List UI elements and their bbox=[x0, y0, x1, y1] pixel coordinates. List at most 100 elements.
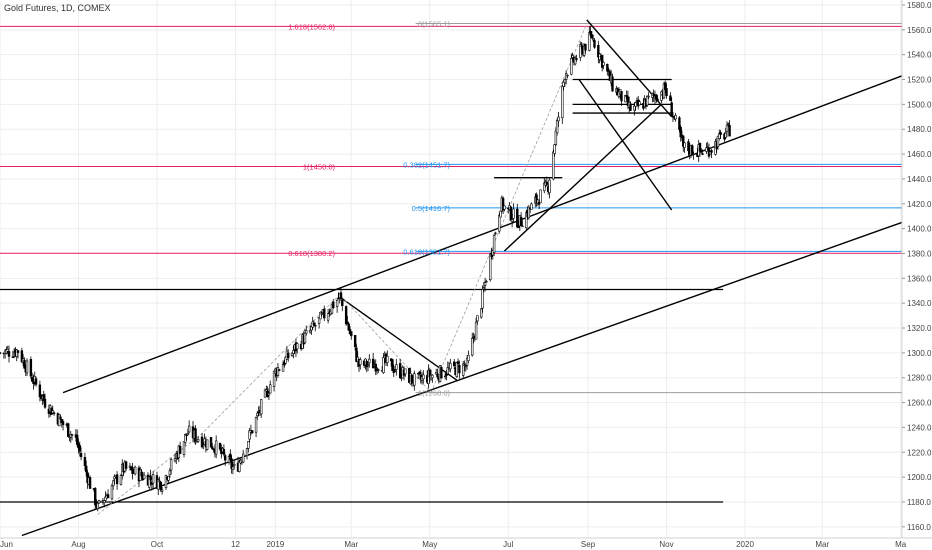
price-tick-label: 1240.0 bbox=[907, 423, 932, 432]
candle-body bbox=[257, 411, 260, 414]
candle-body bbox=[167, 476, 170, 481]
candle-body bbox=[499, 210, 502, 218]
candle-body bbox=[276, 367, 280, 376]
fib-labels: 1.618(1562.8) 0(1565.1) 1(1450.0) 0.382(145… bbox=[288, 19, 450, 397]
candle-body bbox=[629, 103, 632, 111]
candle-body bbox=[140, 471, 143, 477]
time-tick-label: Mar bbox=[344, 540, 358, 549]
candle-body bbox=[482, 287, 486, 290]
price-tick-label: 1520.0 bbox=[907, 76, 932, 85]
candle-body bbox=[678, 117, 681, 130]
candle-body bbox=[194, 428, 197, 442]
candle-body bbox=[97, 500, 101, 504]
candle-body bbox=[512, 208, 515, 219]
candle-body bbox=[61, 421, 65, 425]
time-tick-label: Oct bbox=[151, 540, 164, 549]
candle-body bbox=[474, 321, 478, 340]
candle-body bbox=[521, 225, 524, 228]
candle-body bbox=[57, 414, 61, 427]
trendlines bbox=[21, 19, 903, 537]
candle-body bbox=[584, 44, 587, 51]
candle-body bbox=[634, 102, 637, 107]
candle-body bbox=[464, 365, 467, 368]
candle-body bbox=[200, 436, 204, 448]
candle-body bbox=[353, 335, 357, 347]
candle-body bbox=[431, 374, 434, 378]
candle-body bbox=[413, 373, 416, 386]
candle-body bbox=[485, 280, 488, 283]
candle-body bbox=[371, 358, 375, 369]
candle-body bbox=[589, 30, 592, 36]
price-tick-label: 1160.0 bbox=[907, 523, 931, 532]
candle-body bbox=[655, 94, 658, 100]
candle-body bbox=[530, 203, 533, 210]
candle-body bbox=[593, 39, 596, 48]
candle-body bbox=[463, 364, 466, 366]
price-tick-label: 1500.0 bbox=[907, 100, 932, 109]
candle-body bbox=[458, 365, 461, 374]
candle-body bbox=[444, 375, 447, 378]
candle-body bbox=[398, 363, 402, 379]
candle-body bbox=[119, 475, 123, 485]
price-tick-label: 1400.0 bbox=[907, 225, 932, 234]
price-tick-label: 1440.0 bbox=[907, 175, 932, 184]
candle-body bbox=[501, 197, 505, 211]
candle-body bbox=[716, 136, 720, 148]
candle-body bbox=[656, 98, 659, 102]
candle-body bbox=[418, 371, 421, 375]
fib-level-label: 0.618(1381.7) bbox=[403, 247, 450, 256]
candle-body bbox=[303, 332, 307, 344]
trendline bbox=[339, 296, 458, 381]
candle-body bbox=[492, 235, 496, 253]
candle-body bbox=[365, 361, 368, 368]
time-tick-label: 2020 bbox=[736, 540, 754, 549]
candle-body bbox=[393, 370, 397, 372]
candle-body bbox=[422, 374, 425, 380]
candle-body bbox=[552, 151, 555, 180]
candle-body bbox=[256, 412, 259, 417]
candle-body bbox=[296, 343, 299, 350]
time-tick-label: Sep bbox=[581, 540, 596, 549]
candle-body bbox=[554, 130, 558, 145]
candle-body bbox=[160, 489, 164, 492]
candle-body bbox=[535, 194, 538, 203]
trendline bbox=[62, 75, 903, 394]
candle-body bbox=[159, 481, 163, 491]
trendline bbox=[503, 103, 662, 252]
candle-body bbox=[516, 208, 519, 228]
candle-body bbox=[456, 361, 460, 365]
price-tick-label: 1300.0 bbox=[907, 349, 932, 358]
candle-body bbox=[211, 446, 214, 450]
candle-body bbox=[245, 448, 249, 457]
candle-body bbox=[29, 359, 33, 377]
candle-body bbox=[350, 331, 353, 337]
candle-body bbox=[660, 91, 663, 101]
time-tick-label: Jul bbox=[503, 540, 513, 549]
candle-body bbox=[395, 364, 398, 370]
candle-body bbox=[669, 95, 672, 101]
candle-body bbox=[674, 115, 677, 120]
candle-body bbox=[638, 101, 641, 106]
candle-body bbox=[480, 308, 483, 318]
candle-body bbox=[96, 502, 99, 509]
candle-body bbox=[449, 362, 452, 370]
candle-body bbox=[620, 91, 623, 102]
candle-body bbox=[377, 369, 380, 371]
time-tick-label: Jun bbox=[0, 540, 13, 549]
candle-body bbox=[278, 369, 281, 371]
price-tick-label: 1200.0 bbox=[907, 473, 932, 482]
candle-body bbox=[570, 58, 573, 75]
candle-body bbox=[104, 496, 107, 501]
candle-body bbox=[710, 150, 713, 153]
candle-body bbox=[440, 366, 443, 379]
candle-body bbox=[281, 363, 285, 372]
candle-body bbox=[178, 445, 182, 454]
candle-body bbox=[548, 179, 551, 194]
candle-body bbox=[79, 453, 83, 458]
candle-body bbox=[158, 480, 161, 483]
candle-body bbox=[374, 363, 377, 372]
candle-body bbox=[698, 142, 702, 152]
candle-body bbox=[314, 325, 317, 327]
